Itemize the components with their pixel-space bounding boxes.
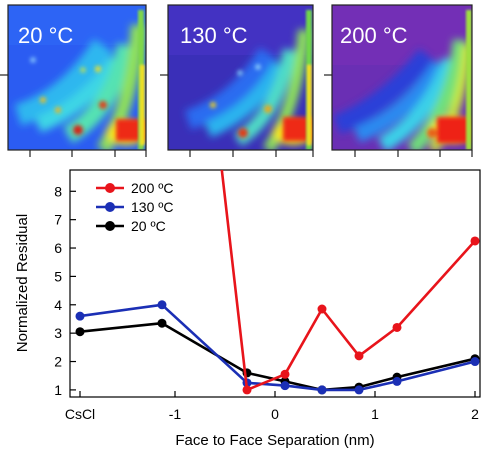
y-tick-label: 5 <box>54 268 62 284</box>
residual-line-chart: 1 2 3 4 5 6 7 8 CsCl -1 0 1 2 200 ºC 130 ºC 20 ºC Nor… <box>14 169 481 449</box>
y-tick-label: 7 <box>54 212 62 228</box>
y-axis-ticks: 1 2 3 4 5 6 7 8 <box>54 183 76 398</box>
data-point <box>317 304 327 314</box>
x-tick-label: CsCl <box>65 406 95 422</box>
y-tick-label: 8 <box>54 183 62 199</box>
data-point <box>157 318 167 328</box>
series-20c <box>75 318 480 395</box>
legend-marker <box>105 221 115 231</box>
legend-label: 130 ºC <box>131 199 173 215</box>
x-axis-label: Face to Face Separation (nm) <box>175 432 374 449</box>
panel-label-20c: 20 °C <box>18 23 73 48</box>
y-axis-label: Normalized Residual <box>14 214 31 352</box>
series-200c <box>220 170 480 395</box>
data-point <box>354 351 364 361</box>
heatmap-panel-130c: 130 °C <box>167 4 314 151</box>
y-tick-label: 1 <box>54 382 62 398</box>
x-axis-ticks: CsCl -1 0 1 2 <box>65 391 479 422</box>
legend-label: 20 ºC <box>131 218 166 234</box>
y-tick-label: 4 <box>54 297 62 313</box>
x-tick-label: 2 <box>471 406 479 422</box>
data-point <box>280 369 290 379</box>
heatmap-panels: 20 °C <box>0 4 473 157</box>
y-tick-label: 6 <box>54 240 62 256</box>
panel-label-200c: 200 °C <box>340 23 408 48</box>
legend-marker <box>105 202 115 212</box>
series-line <box>79 321 476 392</box>
y-tick-label: 2 <box>54 354 62 370</box>
panel-label-130c: 130 °C <box>180 23 248 48</box>
data-point <box>75 311 85 321</box>
heatmap-panel-20c: 20 °C <box>7 4 147 151</box>
legend: 200 ºC 130 ºC 20 ºC <box>96 180 173 234</box>
data-point <box>75 327 85 337</box>
panel-ticks <box>0 74 473 157</box>
data-point <box>392 322 402 332</box>
y-tick-label: 3 <box>54 325 62 341</box>
data-point <box>470 357 480 367</box>
data-point <box>280 381 290 391</box>
data-point <box>470 236 480 246</box>
x-tick-label: 1 <box>371 406 379 422</box>
data-point <box>354 385 364 395</box>
series-130c <box>75 300 480 395</box>
x-tick-label: -1 <box>169 406 182 422</box>
data-point <box>242 385 252 395</box>
series-layer <box>75 170 480 395</box>
heatmap-panel-200c: 200 °C <box>331 4 473 151</box>
series-line <box>220 170 476 392</box>
legend-label: 200 ºC <box>131 180 173 196</box>
data-point <box>157 300 167 310</box>
x-tick-label: 0 <box>271 406 279 422</box>
data-point <box>392 376 402 386</box>
data-point <box>317 385 327 395</box>
series-line <box>79 303 476 392</box>
legend-marker <box>105 183 115 193</box>
